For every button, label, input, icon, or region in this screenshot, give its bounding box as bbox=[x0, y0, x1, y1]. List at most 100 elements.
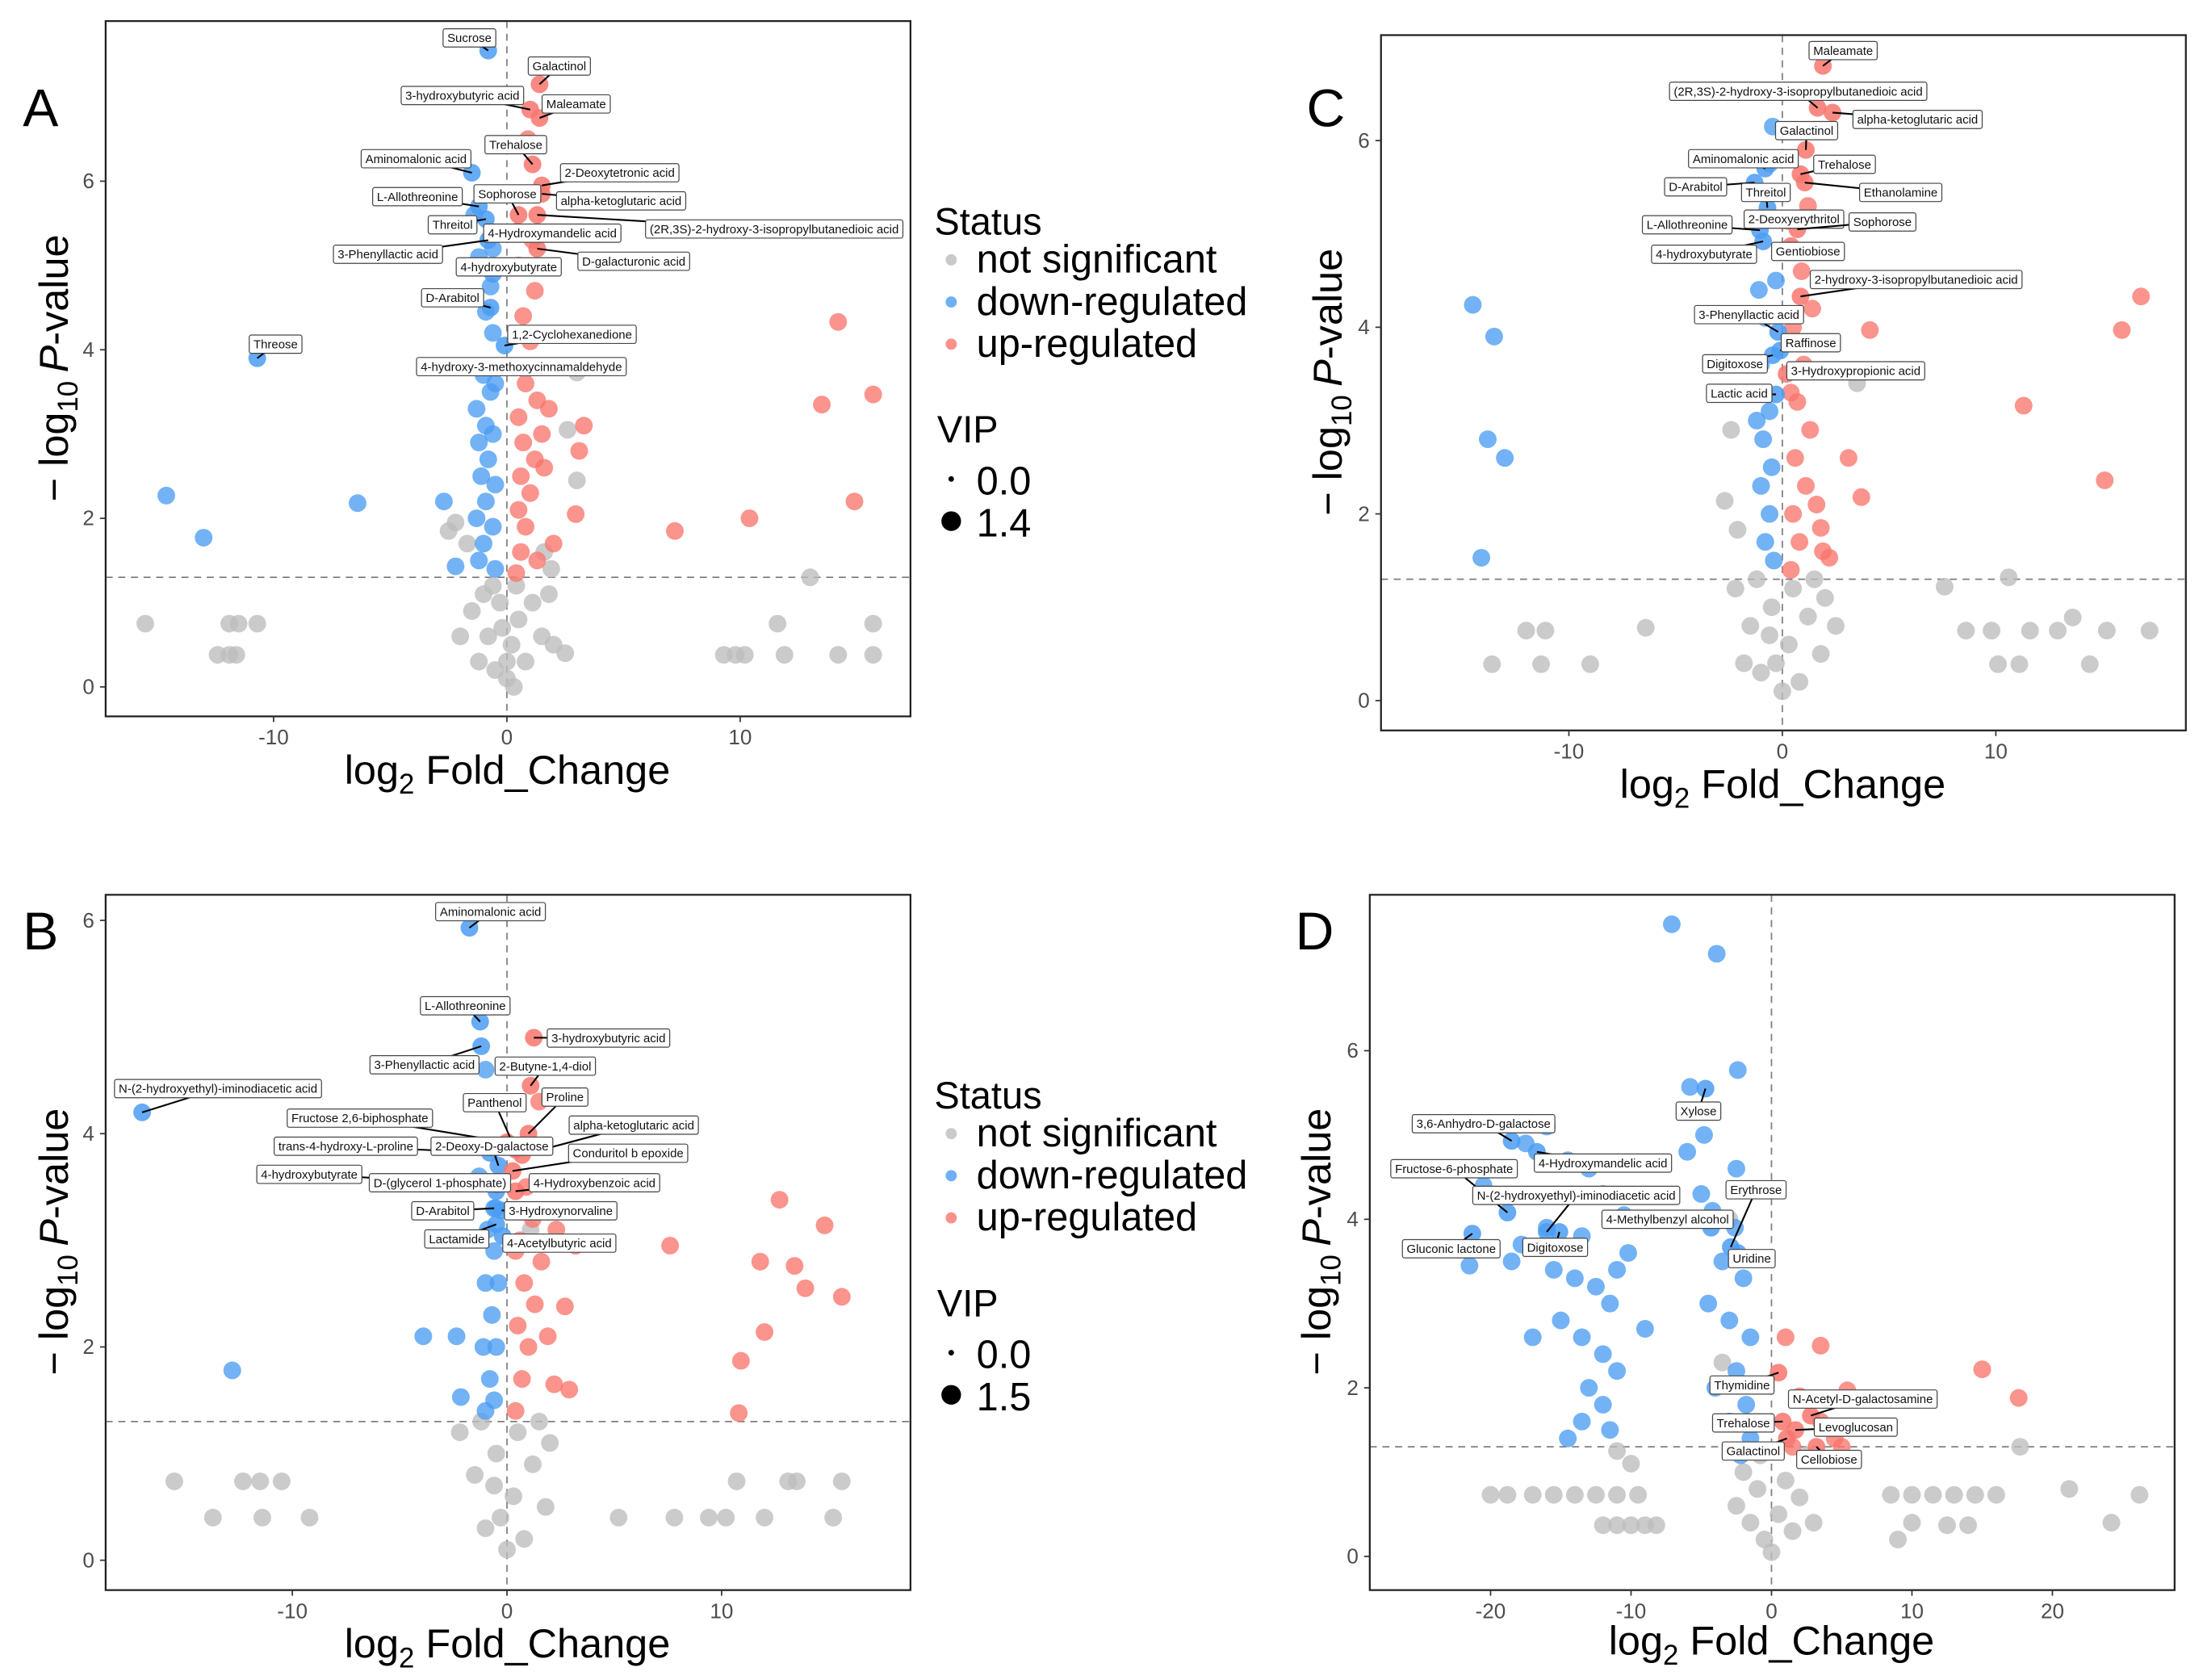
point-label: Galactinol bbox=[1721, 1437, 1787, 1461]
point-up-regulated bbox=[517, 517, 534, 536]
point-label: Sucrose bbox=[442, 28, 496, 52]
label-box bbox=[473, 184, 542, 204]
vip-size-small bbox=[948, 1350, 954, 1356]
labeled-point bbox=[472, 1037, 491, 1055]
point-not-significant bbox=[1989, 655, 2007, 673]
y-label-p: P bbox=[1293, 1219, 1339, 1246]
labeled-point bbox=[1824, 103, 1842, 122]
point-not-significant bbox=[1735, 654, 1753, 672]
panel-c: C Maleamate (2R,3S)-2-hydroxy-3-isopropylb… bbox=[1305, 34, 2187, 814]
point-not-significant bbox=[1748, 570, 1766, 589]
point-down-regulated bbox=[470, 434, 488, 452]
label-text: Galactinol bbox=[533, 60, 587, 73]
point-not-significant bbox=[1532, 655, 1551, 673]
point-not-significant bbox=[1523, 1485, 1542, 1504]
label-box bbox=[494, 1056, 597, 1076]
point-down-regulated bbox=[1737, 1396, 1756, 1414]
label-text: 3-Phenyllactic acid bbox=[375, 1058, 475, 1072]
point-up-regulated bbox=[1973, 1360, 1991, 1379]
point-up-regulated bbox=[544, 534, 563, 553]
point-down-regulated bbox=[1692, 1185, 1711, 1203]
point-up-regulated bbox=[1784, 505, 1803, 523]
x-tick-label: 10 bbox=[1984, 739, 2008, 764]
point-up-regulated bbox=[506, 1401, 525, 1420]
label-box bbox=[645, 219, 904, 239]
point-not-significant bbox=[479, 627, 497, 646]
label-text: 3-Hydroxynorvaline bbox=[509, 1204, 613, 1218]
label-box bbox=[1534, 1153, 1673, 1173]
label-text: Aminomalonic acid bbox=[440, 905, 542, 919]
point-up-regulated bbox=[832, 1288, 851, 1306]
label-text: Gentiobiose bbox=[1776, 245, 1841, 259]
point-label: Aminomalonic acid bbox=[360, 149, 472, 174]
point-up-regulated bbox=[1782, 560, 1800, 579]
point-up-regulated bbox=[512, 543, 530, 561]
point-label: Sophorose bbox=[1797, 212, 1916, 232]
label-text: 2-Deoxytetronic acid bbox=[565, 166, 675, 180]
point-down-regulated bbox=[1762, 458, 1781, 476]
x-label-log: log bbox=[345, 747, 399, 793]
point-not-significant bbox=[829, 646, 848, 664]
label-box bbox=[369, 1054, 480, 1075]
label-box bbox=[504, 1200, 618, 1221]
point-label: 4-Hydroxymandelic acid bbox=[483, 223, 622, 243]
legend-vip-title: VIP bbox=[937, 1281, 999, 1324]
point-up-regulated bbox=[845, 492, 864, 511]
point-down-regulated bbox=[476, 1061, 495, 1079]
point-up-regulated bbox=[730, 1404, 748, 1422]
point-label: alpha-ketoglutaric acid bbox=[1832, 109, 1983, 129]
point-down-regulated bbox=[472, 467, 491, 485]
label-text: 4-Hydroxymandelic acid bbox=[1539, 1157, 1668, 1171]
point-not-significant bbox=[2060, 1480, 2079, 1498]
point-label: Digitoxose bbox=[1522, 1231, 1589, 1258]
point-not-significant bbox=[1935, 577, 1954, 596]
x-tick-label: 0 bbox=[501, 1598, 513, 1623]
point-up-regulated bbox=[1782, 383, 1800, 402]
point-label: Proline bbox=[527, 1087, 588, 1134]
y-axis-label: − log10 P-value bbox=[1293, 1108, 1347, 1376]
point-label: Xylose bbox=[1675, 1088, 1722, 1121]
point-not-significant bbox=[1761, 626, 1779, 644]
point-down-regulated bbox=[1580, 1379, 1598, 1397]
x-tick-label: 0 bbox=[1777, 739, 1789, 764]
point-down-regulated bbox=[1619, 1244, 1637, 1263]
point-not-significant bbox=[515, 1530, 534, 1548]
label-box bbox=[368, 1173, 512, 1192]
label-text: 4-Hydroxybenzoic acid bbox=[534, 1176, 655, 1190]
point-up-regulated bbox=[509, 1317, 527, 1334]
label-text: Levoglucosan bbox=[1819, 1421, 1893, 1435]
label-box bbox=[333, 245, 443, 264]
point-down-regulated bbox=[1756, 533, 1774, 551]
point-not-significant bbox=[1770, 1505, 1788, 1523]
point-down-regulated bbox=[1544, 1260, 1563, 1279]
point-not-significant bbox=[2080, 655, 2099, 673]
point-not-significant bbox=[491, 593, 509, 612]
label-text: D-galacturonic acid bbox=[582, 255, 685, 269]
point-up-regulated bbox=[1807, 496, 1826, 513]
point-label: D-Arabitol bbox=[421, 287, 491, 309]
point-down-regulated bbox=[1741, 1328, 1760, 1347]
point-not-significant bbox=[1882, 1485, 1900, 1504]
label-box bbox=[1796, 1449, 1862, 1469]
label-box bbox=[1669, 82, 1928, 102]
labeled-point bbox=[1791, 287, 1810, 306]
x-tick-label: 10 bbox=[728, 725, 752, 749]
point-label: Gentiobiose bbox=[1770, 241, 1845, 262]
legend-swatch-up bbox=[945, 1212, 957, 1224]
point-not-significant bbox=[1903, 1485, 1921, 1504]
label-box bbox=[1390, 1158, 1518, 1179]
panel-letter: D bbox=[1296, 902, 1334, 961]
point-not-significant bbox=[229, 614, 248, 633]
point-label: N-(2-hydroxyethyl)-iminodiacetic acid bbox=[114, 1079, 322, 1113]
point-up-regulated bbox=[756, 1323, 774, 1341]
point-not-significant bbox=[1594, 1516, 1612, 1535]
label-box bbox=[483, 223, 622, 243]
point-label: 4-hydroxybutyrate bbox=[256, 1164, 498, 1186]
point-label: L-Allothreonine bbox=[420, 995, 511, 1023]
point-label: 2-Deoxytetronic acid bbox=[542, 163, 680, 186]
point-not-significant bbox=[2097, 622, 2116, 640]
labeled-point bbox=[509, 206, 528, 224]
point-not-significant bbox=[1784, 580, 1803, 598]
